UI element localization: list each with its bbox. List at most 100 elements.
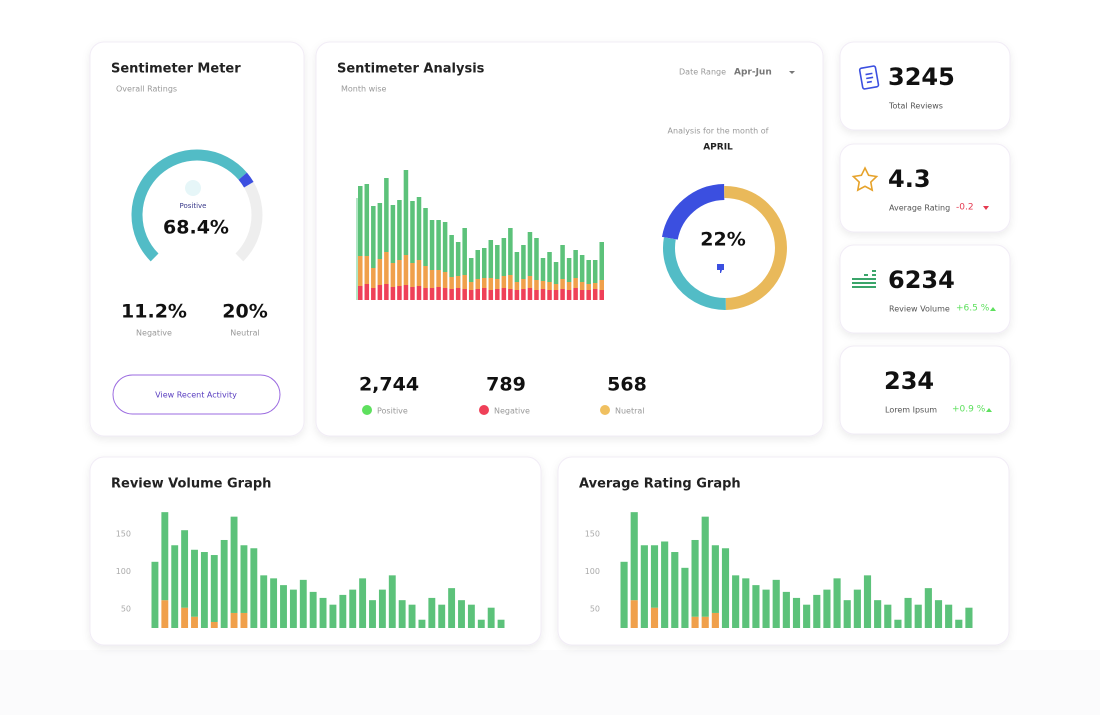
stat-change: -0.2 <box>956 203 974 213</box>
total-label: Negative <box>494 407 530 416</box>
bar-segment <box>378 589 386 628</box>
bar-segment <box>403 170 409 255</box>
bar-segment <box>691 539 699 617</box>
bar-segment <box>191 549 198 617</box>
bar-segment <box>364 284 370 300</box>
bar-segment <box>701 616 709 628</box>
bar-segment <box>151 561 159 628</box>
bar-segment <box>904 597 912 628</box>
bar-segment <box>527 276 533 288</box>
bar-segment <box>358 186 363 256</box>
bar-segment <box>384 252 389 284</box>
donut-month: APRIL <box>703 143 733 153</box>
bar-segment <box>428 597 436 628</box>
bar-segment <box>371 206 376 268</box>
bar-segment <box>534 280 539 290</box>
bar-segment <box>566 282 572 290</box>
bar-segment <box>560 279 565 289</box>
bar-segment <box>534 238 539 280</box>
bar-segment <box>803 604 811 628</box>
bar-segment <box>553 290 559 300</box>
date-range[interactable]: Apr-Jun <box>734 68 772 78</box>
bar-segment <box>371 268 376 288</box>
card <box>839 345 1011 435</box>
bar-segment <box>640 545 648 628</box>
smiley-icon <box>185 180 201 196</box>
bar-segment <box>488 290 494 300</box>
backdrop <box>0 650 1100 715</box>
bar-segment <box>914 604 922 628</box>
bar-segment <box>210 555 218 622</box>
bar-segment <box>508 275 513 289</box>
bar-segment <box>521 279 526 289</box>
bar-segment <box>462 289 467 300</box>
button-label[interactable]: View Recent Activity <box>155 391 237 400</box>
cards <box>89 41 1011 646</box>
donut-segment <box>663 237 726 310</box>
bar-segment <box>894 619 902 628</box>
bar-segment <box>650 545 659 608</box>
bar-segment <box>599 290 604 300</box>
bar-segment <box>230 612 238 628</box>
bar-segment <box>455 276 461 288</box>
stat-label: Average Rating <box>889 204 950 213</box>
bar-segment <box>280 585 287 628</box>
bar-segment <box>388 575 396 628</box>
bar-segment <box>390 287 396 300</box>
bar-segment <box>442 222 448 272</box>
bar-segment <box>462 275 467 289</box>
bar-segment <box>429 288 435 300</box>
bar-segment <box>495 279 500 289</box>
bar-segment <box>240 545 248 613</box>
bar-segment <box>560 289 565 300</box>
bar-segment <box>418 619 426 628</box>
card-title: Sentimeter Analysis <box>337 62 485 77</box>
bar-segment <box>514 282 520 290</box>
bar-segment <box>390 205 396 263</box>
bar-segment <box>573 288 578 300</box>
bar-segment <box>309 591 317 628</box>
view-activity-button[interactable] <box>112 374 281 415</box>
bar-segment <box>488 240 494 278</box>
card <box>839 41 1011 131</box>
change-arrow <box>990 307 996 311</box>
bar-segment <box>220 539 228 628</box>
bar-segment <box>329 604 337 628</box>
bar-segment <box>181 607 189 628</box>
gauge-label: Positive <box>180 202 207 210</box>
bar-segment <box>711 545 719 613</box>
bar-segment <box>319 597 327 628</box>
stat-value: 6234 <box>888 266 955 294</box>
bar-segment <box>661 541 669 628</box>
total-value: 789 <box>486 374 526 396</box>
bar-segment <box>508 228 513 275</box>
bar-segment <box>416 286 422 300</box>
card-subtitle: Month wise <box>341 85 387 94</box>
bar-segment <box>377 285 383 300</box>
bar-segment <box>547 282 552 290</box>
bar-segment <box>462 228 467 275</box>
bar-segment <box>547 252 552 282</box>
legend-dot <box>362 405 372 415</box>
donut-segment <box>724 186 787 310</box>
bar-segment <box>429 270 435 288</box>
bar-segment <box>191 616 198 628</box>
bar-segment <box>711 612 719 628</box>
bar-segment <box>487 607 495 628</box>
bar-segment <box>579 282 585 290</box>
bar-segment <box>884 604 892 628</box>
total-label: Positive <box>377 407 408 416</box>
bar-segment <box>833 578 841 628</box>
bar-segment <box>359 578 367 628</box>
bar-segment <box>377 203 383 259</box>
total-value: 568 <box>607 374 647 396</box>
thumbs-down-icon <box>717 264 724 273</box>
total-label: Nuetral <box>615 407 645 416</box>
dropdown-arrow[interactable] <box>789 71 795 74</box>
bar-segment <box>250 548 258 628</box>
bar-segment <box>732 575 740 628</box>
bar-segment <box>965 607 973 628</box>
bar-segment <box>477 619 485 628</box>
